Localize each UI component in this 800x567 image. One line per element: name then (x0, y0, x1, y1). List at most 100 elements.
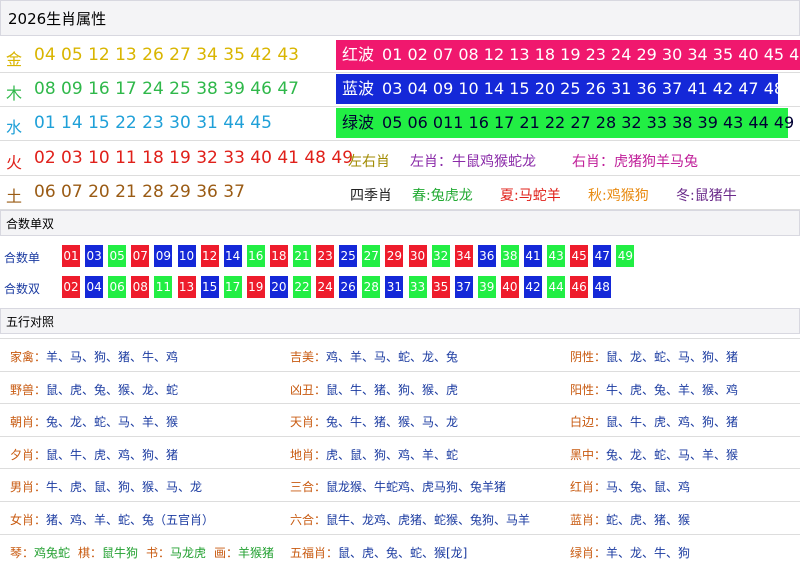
cell-value: 鼠、牛、虎、鸡、狗、猪 (606, 415, 739, 430)
cell-label: 琴： (10, 545, 35, 560)
cell-label: 六合： (290, 513, 327, 527)
cell-label: 画： (214, 545, 239, 560)
note: 秋:鸡猴狗 (588, 187, 649, 204)
header-bar (0, 0, 800, 36)
wave-name: 红波 (342, 45, 375, 64)
cell-label: 棋： (78, 545, 103, 560)
cell-value: 鼠、虎、兔、蛇、猴[龙] (338, 545, 468, 560)
table-line (0, 533, 800, 535)
cell-label: 红肖： (570, 480, 607, 495)
number-ball: 37 (454, 276, 473, 298)
cell-label: 野兽： (10, 382, 47, 397)
number-ball: 38 (500, 245, 519, 267)
note: 冬:鼠猪牛 (676, 187, 737, 204)
cell-label: 蓝肖： (570, 513, 607, 527)
title: 2026生肖属性 (8, 10, 107, 28)
number-ball: 49 (616, 245, 635, 267)
note: 左右肖 (348, 153, 390, 170)
cell-value: 羊、马、狗、猪、牛、鸡 (46, 350, 179, 364)
element-numbers: 02 03 10 11 18 19 32 33 40 41 48 49 (34, 147, 354, 168)
number-ball: 14 (223, 245, 242, 267)
element-numbers: 01 14 15 22 23 30 31 44 45 (34, 113, 272, 134)
number-ball: 34 (454, 245, 473, 267)
number-ball: 11 (154, 276, 173, 298)
section-bar (0, 308, 800, 334)
number-ball: 25 (339, 245, 358, 267)
cell-label: 三合： (290, 480, 327, 495)
cell-label: 书： (146, 545, 171, 560)
number-ball: 47 (593, 245, 612, 267)
wave-name: 蓝波 (342, 79, 375, 99)
cell-value: 牛、虎、兔、羊、猴、鸡 (606, 382, 739, 397)
note: 右肖：虎猪狗羊马兔 (572, 153, 698, 170)
wave-box: 绿波 05 06 011 16 17 21 22 27 28 32 33 38 3… (336, 108, 794, 139)
cell-label: 绿肖： (570, 545, 607, 560)
cell-label: 夕肖： (10, 447, 47, 462)
note: 春:兔虎龙 (412, 187, 473, 204)
element-label: 土 (6, 186, 23, 206)
element-numbers: 08 09 16 17 24 25 38 39 46 47 (34, 79, 299, 100)
table-line (0, 501, 800, 502)
number-ball: 45 (570, 245, 589, 267)
table-line (0, 435, 800, 437)
number-ball: 20 (269, 276, 288, 298)
wave-numbers: 01 02 07 08 12 13 18 19 23 24 29 30 34 3… (382, 45, 800, 64)
cell-value: 马龙虎 (170, 545, 207, 560)
cell-value: 鼠龙猴、牛蛇鸡、虎马狗、兔羊猪 (326, 480, 507, 495)
note: 左肖：牛鼠鸡猴蛇龙 (410, 153, 536, 170)
element-label: 火 (6, 152, 23, 172)
cell-value: 鼠、虎、兔、猴、龙、蛇 (46, 382, 179, 397)
row-separator (0, 208, 800, 210)
number-ball: 10 (177, 245, 196, 267)
number-ball: 43 (547, 245, 566, 267)
cell-value: 牛、虎、鼠、狗、猴、马、龙 (46, 480, 203, 495)
cell-label: 白边： (570, 415, 607, 430)
cell-label: 地肖： (290, 447, 327, 462)
number-ball: 22 (293, 276, 311, 298)
table-line (0, 468, 800, 470)
number-ball: 13 (177, 276, 196, 298)
cell-value: 鼠牛狗 (102, 545, 139, 560)
number-ball: 40 (500, 276, 519, 298)
number-ball: 32 (431, 245, 450, 267)
table-line (0, 403, 800, 405)
number-ball: 19 (246, 276, 265, 298)
element-numbers: 06 07 20 21 28 29 36 37 (34, 181, 245, 202)
parity-label: 合数单 (4, 251, 41, 265)
wave-numbers: 03 04 09 10 14 15 20 25 26 31 36 37 41 4… (382, 79, 785, 99)
number-ball: 21 (293, 245, 311, 267)
cell-label: 天肖： (290, 415, 327, 430)
number-ball: 15 (200, 276, 219, 298)
number-ball: 17 (223, 276, 242, 298)
number-ball: 35 (431, 276, 450, 298)
element-label: 金 (6, 50, 23, 69)
number-ball: 08 (131, 276, 150, 298)
row-separator (0, 140, 800, 142)
number-ball: 48 (593, 276, 612, 298)
element-label: 水 (6, 118, 23, 138)
row-separator (0, 174, 800, 176)
number-ball: 06 (108, 276, 127, 298)
row-separator (0, 106, 800, 108)
number-ball: 31 (385, 276, 404, 298)
wave-numbers: 05 06 011 16 17 21 22 27 28 32 33 38 39 … (382, 113, 795, 133)
number-ball: 30 (408, 245, 427, 267)
cell-value: 兔、龙、蛇、马、羊、猴 (46, 415, 179, 430)
number-ball: 39 (477, 276, 496, 298)
cell-label: 五福肖： (290, 545, 339, 560)
note: 四季肖 (350, 187, 392, 204)
number-ball: 36 (477, 245, 496, 267)
element-numbers: 04 05 12 13 26 27 34 35 42 43 (34, 45, 299, 65)
cell-value: 虎、鼠、狗、鸡、羊、蛇 (326, 447, 459, 462)
cell-label: 男肖： (10, 480, 47, 495)
cell-label: 黑中： (570, 447, 607, 462)
cell-label: 女肖： (10, 513, 47, 527)
cell-label: 阴性： (570, 350, 607, 364)
number-ball: 27 (362, 245, 381, 267)
wave-box: 蓝波 03 04 09 10 14 15 20 25 26 31 36 37 41… (336, 74, 784, 105)
number-ball: 04 (85, 276, 104, 298)
cell-value: 羊猴猪 (238, 545, 275, 560)
number-ball: 26 (339, 276, 358, 298)
cell-label: 朝肖： (10, 415, 47, 430)
